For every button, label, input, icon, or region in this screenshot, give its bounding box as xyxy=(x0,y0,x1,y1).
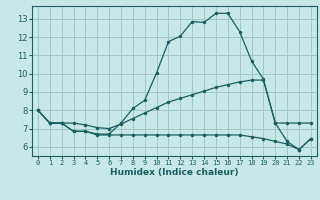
X-axis label: Humidex (Indice chaleur): Humidex (Indice chaleur) xyxy=(110,168,239,177)
